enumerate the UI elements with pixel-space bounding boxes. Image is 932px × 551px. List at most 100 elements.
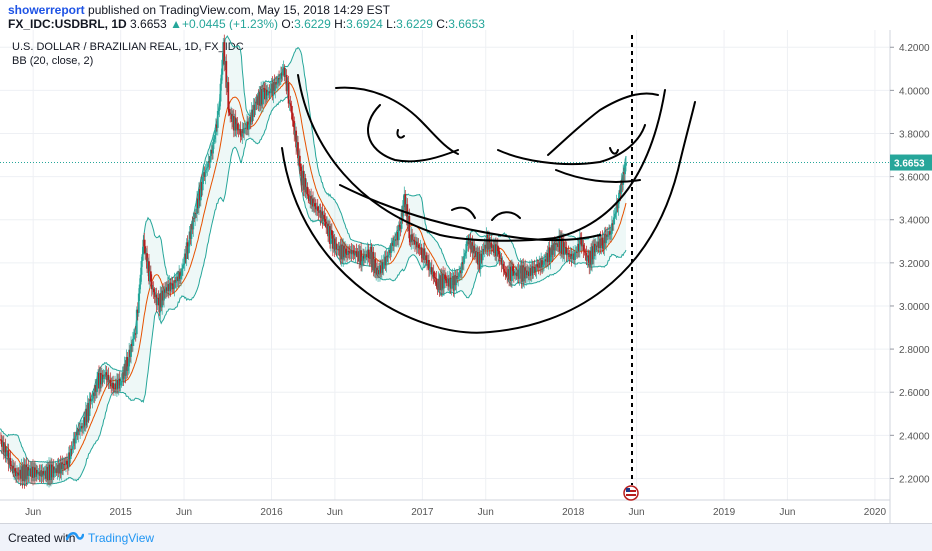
candle-body — [176, 276, 179, 282]
candle-body — [524, 267, 527, 279]
candle-body — [397, 225, 400, 241]
candle-body — [409, 238, 412, 243]
candle-body — [599, 238, 602, 248]
candle-body — [446, 278, 449, 283]
candle-body — [232, 116, 235, 131]
candle-body — [308, 195, 311, 201]
right-eye — [609, 147, 619, 155]
candle-body — [284, 74, 287, 77]
close-value: 3.6653 — [448, 17, 485, 31]
candle-body — [32, 466, 34, 478]
candle-body — [64, 464, 66, 466]
candle-body — [306, 186, 309, 195]
candle-body — [574, 252, 577, 260]
candle-body — [570, 253, 573, 260]
candle-body — [148, 261, 150, 282]
candle-body — [190, 223, 193, 239]
candle-body — [480, 253, 483, 261]
candle-body — [494, 244, 496, 253]
candle-body — [57, 464, 60, 474]
candle-body — [58, 463, 61, 474]
candle-body — [182, 263, 185, 266]
y-tick-label: 3.6000 — [899, 173, 930, 184]
candle-body — [453, 275, 456, 291]
candle-body — [338, 245, 341, 250]
candle-body — [63, 463, 66, 465]
candle-body — [166, 284, 169, 291]
candle-body — [253, 104, 256, 110]
candle-body — [473, 245, 476, 254]
x-tick-label: 2017 — [411, 507, 434, 518]
candle-body — [589, 250, 592, 268]
candle-body — [197, 198, 199, 209]
candle-body — [77, 429, 80, 435]
candle-body — [389, 249, 392, 253]
candle-body — [130, 343, 132, 357]
candle-body — [461, 262, 463, 274]
candle-body — [364, 254, 367, 256]
candle-body — [183, 253, 186, 264]
candle-body — [285, 74, 288, 92]
candle-body — [393, 240, 395, 246]
candle-body — [136, 309, 139, 313]
candle-body — [498, 254, 501, 259]
us-flag-icon[interactable] — [623, 485, 639, 501]
candle-body — [129, 349, 132, 357]
indicator-label[interactable]: BB (20, close, 2) — [12, 55, 93, 67]
candle-body — [49, 464, 51, 480]
candle-body — [349, 250, 352, 254]
candle-body — [68, 452, 71, 460]
candle-body — [578, 237, 581, 251]
candle-body — [109, 379, 112, 384]
candle-body — [83, 417, 85, 428]
left-brow — [335, 86, 459, 155]
candle-body — [575, 251, 577, 253]
candle-body — [332, 238, 335, 249]
candle-body — [606, 234, 609, 237]
candle-body — [134, 333, 137, 335]
time-axis[interactable]: Jun 2015 Jun 2016 Jun 2017 Jun 2018 Jun 2019 Jun 20… — [25, 507, 886, 518]
candle-body — [515, 272, 518, 277]
candle-body — [345, 248, 347, 254]
price-axis[interactable]: 4.2000 4.0000 3.8000 3.6000 3.4000 3.2000 3.00… — [890, 43, 930, 485]
candle-body — [116, 380, 118, 390]
candle-body — [459, 270, 461, 274]
candle-body — [584, 252, 587, 254]
drawing-annotations[interactable] — [281, 74, 696, 334]
candle-body — [448, 277, 451, 287]
candle-body — [112, 382, 115, 389]
candle-body — [314, 206, 317, 210]
candle-body — [330, 230, 332, 244]
candle-body — [387, 254, 390, 258]
candle-body — [407, 215, 410, 226]
candle-body — [102, 376, 105, 380]
candle-body — [449, 277, 452, 289]
candle-body — [84, 409, 87, 426]
candle-body — [202, 172, 205, 177]
candle-body — [595, 245, 598, 247]
price-chart[interactable]: U.S. DOLLAR / BRAZILIAN REAL, 1D, FX_IDC… — [0, 30, 932, 523]
candle-body — [82, 427, 84, 429]
tradingview-brand-link[interactable]: TradingView — [88, 531, 155, 545]
candle-body — [414, 240, 416, 245]
candle-body — [132, 334, 135, 339]
candle-body — [145, 253, 148, 255]
candle-body — [545, 253, 548, 262]
candle-body — [536, 264, 539, 267]
left-eye — [396, 129, 405, 139]
candle-body — [484, 244, 487, 249]
candle-body — [529, 267, 532, 276]
candle-body — [131, 343, 133, 346]
candle-body — [576, 251, 578, 253]
candle-body — [361, 261, 363, 265]
candle-body — [594, 243, 596, 253]
candle-body — [54, 468, 57, 470]
candle-body — [90, 400, 93, 402]
candle-body — [73, 438, 76, 444]
candle-body — [185, 242, 188, 259]
candle-body — [541, 260, 544, 267]
candle-body — [618, 190, 621, 201]
candle-body — [343, 245, 346, 258]
author-link[interactable]: showerreport — [8, 3, 85, 17]
candle-body — [534, 268, 537, 272]
